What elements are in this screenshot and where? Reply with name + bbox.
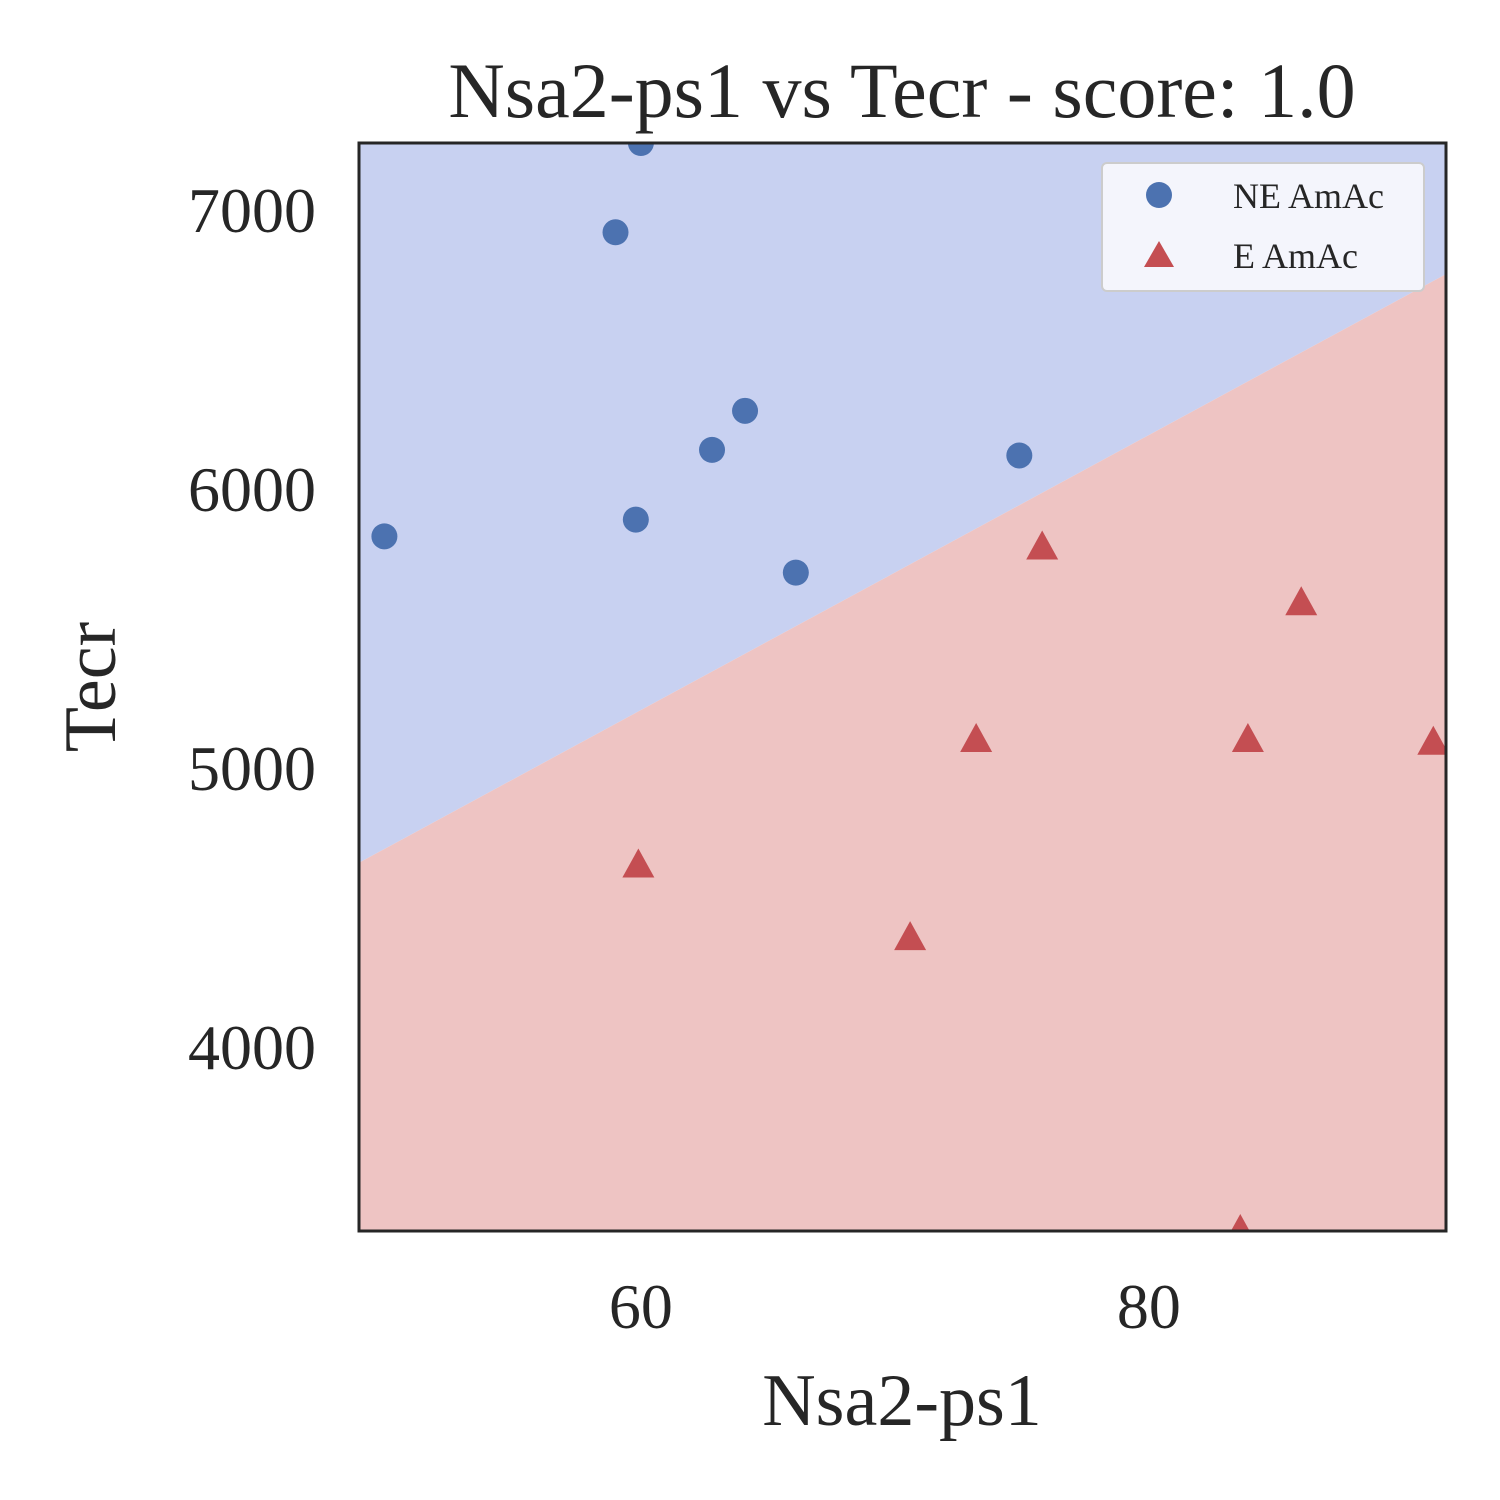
point-ne-amac-3 <box>732 397 759 424</box>
x-tick-label-80: 80 <box>1117 1271 1181 1342</box>
point-e-amac-2 <box>1285 586 1318 616</box>
legend-marker-e-amac <box>1144 241 1174 267</box>
chart-title: Nsa2-ps1 vs Tecr - score: 1.0 <box>448 47 1355 134</box>
x-tick-label-60: 60 <box>609 1271 673 1342</box>
point-e-amac-3 <box>960 723 993 753</box>
decision-region-e <box>359 274 1446 1231</box>
point-e-amac-1 <box>1026 530 1059 560</box>
axis-ticks: 60 80 4000 5000 6000 7000 <box>188 175 1181 1342</box>
point-e-amac-4 <box>1231 723 1264 753</box>
y-tick-label-7000: 7000 <box>188 175 316 246</box>
point-ne-amac-6 <box>622 506 649 533</box>
legend-label-e-amac: E AmAc <box>1233 236 1358 276</box>
x-axis-label: Nsa2-ps1 <box>762 1360 1042 1442</box>
point-e-amac-7 <box>894 921 927 951</box>
legend-label-ne-amac: NE AmAc <box>1233 176 1384 216</box>
point-e-amac-6 <box>622 848 655 878</box>
y-tick-label-6000: 6000 <box>188 454 316 525</box>
point-ne-amac-7 <box>371 523 398 550</box>
point-e-amac-8 <box>1230 1214 1250 1231</box>
y-tick-label-4000: 4000 <box>188 1012 316 1083</box>
legend: NE AmAc E AmAc <box>1101 162 1425 292</box>
point-ne-amac-4 <box>699 436 726 463</box>
legend-marker-ne-amac <box>1146 182 1172 208</box>
point-e-amac-5 <box>1417 725 1446 755</box>
point-ne-amac-5 <box>1006 442 1033 469</box>
point-ne-amac-8 <box>782 559 809 586</box>
point-ne-amac-1 <box>627 143 654 156</box>
point-ne-amac-2 <box>602 219 629 246</box>
y-axis-label: Tecr <box>50 622 132 752</box>
legend-box <box>1101 162 1425 292</box>
data-markers <box>371 143 1446 1231</box>
y-tick-label-5000: 5000 <box>188 733 316 804</box>
decision-region-ne <box>359 143 1446 863</box>
plot-frame <box>357 141 1448 1233</box>
